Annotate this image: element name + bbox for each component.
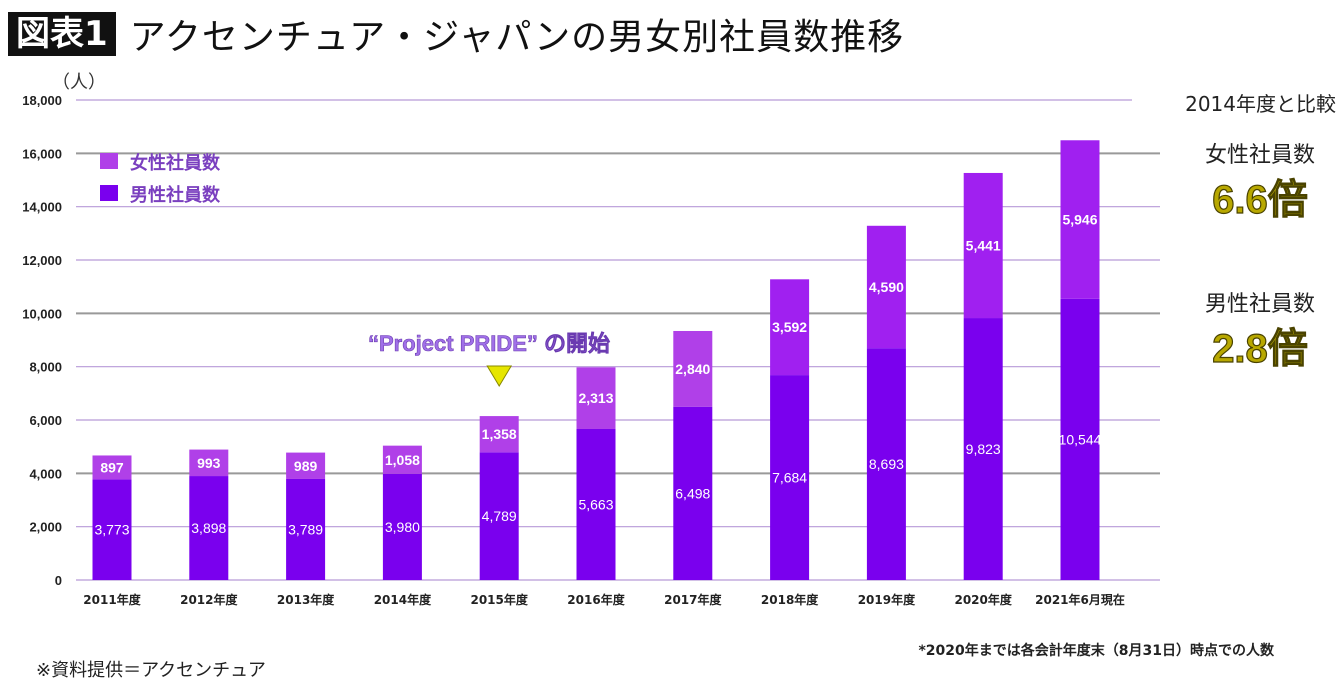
bar-label-male: 5,663 bbox=[578, 496, 613, 512]
x-tick-label: 2021年6月現在 bbox=[1035, 592, 1125, 607]
bar-label-female: 4,590 bbox=[869, 279, 904, 295]
y-tick-label: 16,000 bbox=[22, 146, 62, 161]
bar-female bbox=[189, 449, 229, 477]
y-tick-label: 2,000 bbox=[29, 520, 62, 535]
bar-female bbox=[576, 367, 616, 429]
bar-label-female: 3,592 bbox=[772, 319, 807, 335]
bar-male bbox=[576, 428, 616, 580]
y-tick-label: 0 bbox=[55, 573, 62, 588]
legend-swatch-female bbox=[100, 153, 118, 169]
x-tick-label: 2018年度 bbox=[761, 592, 819, 607]
bar-label-female: 5,441 bbox=[966, 238, 1001, 254]
bar-male bbox=[866, 348, 906, 580]
legend: 女性社員数 男性社員数 bbox=[100, 152, 221, 206]
x-tick-label: 2013年度 bbox=[277, 592, 335, 607]
y-axis-ticks: 0 2,000 4,000 6,000 8,000 10,000 12,000 14,000 1… bbox=[22, 93, 62, 588]
x-tick-label: 2011年度 bbox=[83, 592, 141, 607]
bar-label-female: 2,840 bbox=[675, 361, 710, 377]
chart-title: アクセンチュア・ジャパンの男女別社員数推移 bbox=[129, 17, 905, 58]
x-tick-label: 2016年度 bbox=[567, 592, 625, 607]
comparison-heading-bg bbox=[1132, 86, 1340, 116]
x-tick-label: 2017年度 bbox=[664, 592, 722, 607]
project-pride-annotation: “Project PRIDE” の開始 bbox=[368, 331, 610, 387]
bar-label-male: 7,684 bbox=[772, 470, 807, 486]
x-tick-label: 2015年度 bbox=[470, 592, 528, 607]
bar-male bbox=[1060, 298, 1100, 580]
bar-female bbox=[866, 225, 906, 349]
figure-badge: 図表1 bbox=[8, 12, 116, 56]
comparison-heading: 2014年度と比較 bbox=[1185, 92, 1336, 116]
footnote: *2020年までは各会計年度末（8月31日）時点での人数 bbox=[918, 643, 1274, 659]
legend-label-female: 女性社員数 bbox=[130, 152, 221, 174]
bar-label-female: 897 bbox=[100, 459, 124, 475]
bar-female bbox=[382, 445, 422, 474]
x-axis-ticks: 2011年度 2012年度 2013年度 2014年度 2015年度 2016年度 2017… bbox=[83, 592, 1125, 607]
y-tick-label: 18,000 bbox=[22, 93, 62, 108]
bar-female bbox=[286, 452, 326, 479]
x-tick-label: 2020年度 bbox=[954, 592, 1012, 607]
bar-female bbox=[963, 172, 1003, 319]
x-tick-label: 2012年度 bbox=[180, 592, 238, 607]
bar-male bbox=[673, 406, 713, 580]
triangle-marker-icon bbox=[486, 365, 513, 387]
bar-label-male: 6,498 bbox=[675, 485, 710, 501]
bar-label-male: 10,544 bbox=[1059, 431, 1102, 447]
y-axis-unit: （人） bbox=[52, 72, 106, 93]
y-tick-label: 4,000 bbox=[29, 466, 62, 481]
female-ratio-value: 6.6倍 bbox=[1212, 178, 1308, 222]
x-tick-label: 2014年度 bbox=[374, 592, 432, 607]
bar-label-female: 1,058 bbox=[385, 452, 420, 468]
bar-label-female: 2,313 bbox=[578, 390, 613, 406]
y-tick-label: 6,000 bbox=[29, 413, 62, 428]
annotation-text: “Project PRIDE” の開始 bbox=[368, 331, 610, 356]
bar-label-female: 993 bbox=[197, 455, 221, 471]
x-tick-label: 2019年度 bbox=[858, 592, 916, 607]
bar-male bbox=[92, 479, 132, 580]
chart-header: 図表1 アクセンチュア・ジャパンの男女別社員数推移 bbox=[8, 8, 904, 60]
y-tick-label: 14,000 bbox=[22, 200, 62, 215]
female-ratio-label: 女性社員数 bbox=[1205, 143, 1315, 168]
bar-male bbox=[189, 476, 229, 580]
male-ratio-label: 男性社員数 bbox=[1205, 292, 1315, 317]
bar-female bbox=[1060, 140, 1100, 299]
bar-label-male: 8,693 bbox=[869, 456, 904, 472]
bar-male bbox=[286, 478, 326, 580]
bar-female bbox=[92, 455, 132, 480]
bar-female bbox=[479, 416, 519, 453]
bar-label-male: 3,980 bbox=[385, 519, 420, 535]
bar-label-male: 9,823 bbox=[966, 441, 1001, 457]
bar-label-male: 4,789 bbox=[482, 508, 517, 524]
bars: 3,773 897 3,898 993 3,789 989 3,980 1,058 4,789 1… bbox=[92, 140, 1102, 580]
bar-male bbox=[479, 452, 519, 580]
bar-label-female: 5,946 bbox=[1062, 212, 1097, 228]
bar-label-male: 3,773 bbox=[94, 522, 129, 538]
bar-male bbox=[382, 473, 422, 580]
comparison-panel: 2014年度と比較 女性社員数 6.6倍 男性社員数 2.8倍 bbox=[1132, 86, 1340, 372]
y-tick-label: 12,000 bbox=[22, 253, 62, 268]
y-tick-label: 10,000 bbox=[22, 306, 62, 321]
male-ratio-value: 2.8倍 bbox=[1212, 327, 1308, 371]
legend-swatch-male bbox=[100, 185, 118, 201]
bar-male bbox=[770, 375, 810, 580]
bar-female bbox=[673, 330, 713, 407]
bar-male bbox=[963, 318, 1003, 580]
y-tick-label: 8,000 bbox=[29, 360, 62, 375]
bar-label-male: 3,898 bbox=[191, 520, 226, 536]
bar-female bbox=[770, 279, 810, 376]
bar-label-female: 989 bbox=[294, 458, 318, 474]
bar-label-female: 1,358 bbox=[482, 426, 517, 442]
legend-label-male: 男性社員数 bbox=[130, 184, 221, 206]
source-credit: ※資料提供＝アクセンチュア bbox=[36, 660, 266, 681]
bar-label-male: 3,789 bbox=[288, 521, 323, 537]
